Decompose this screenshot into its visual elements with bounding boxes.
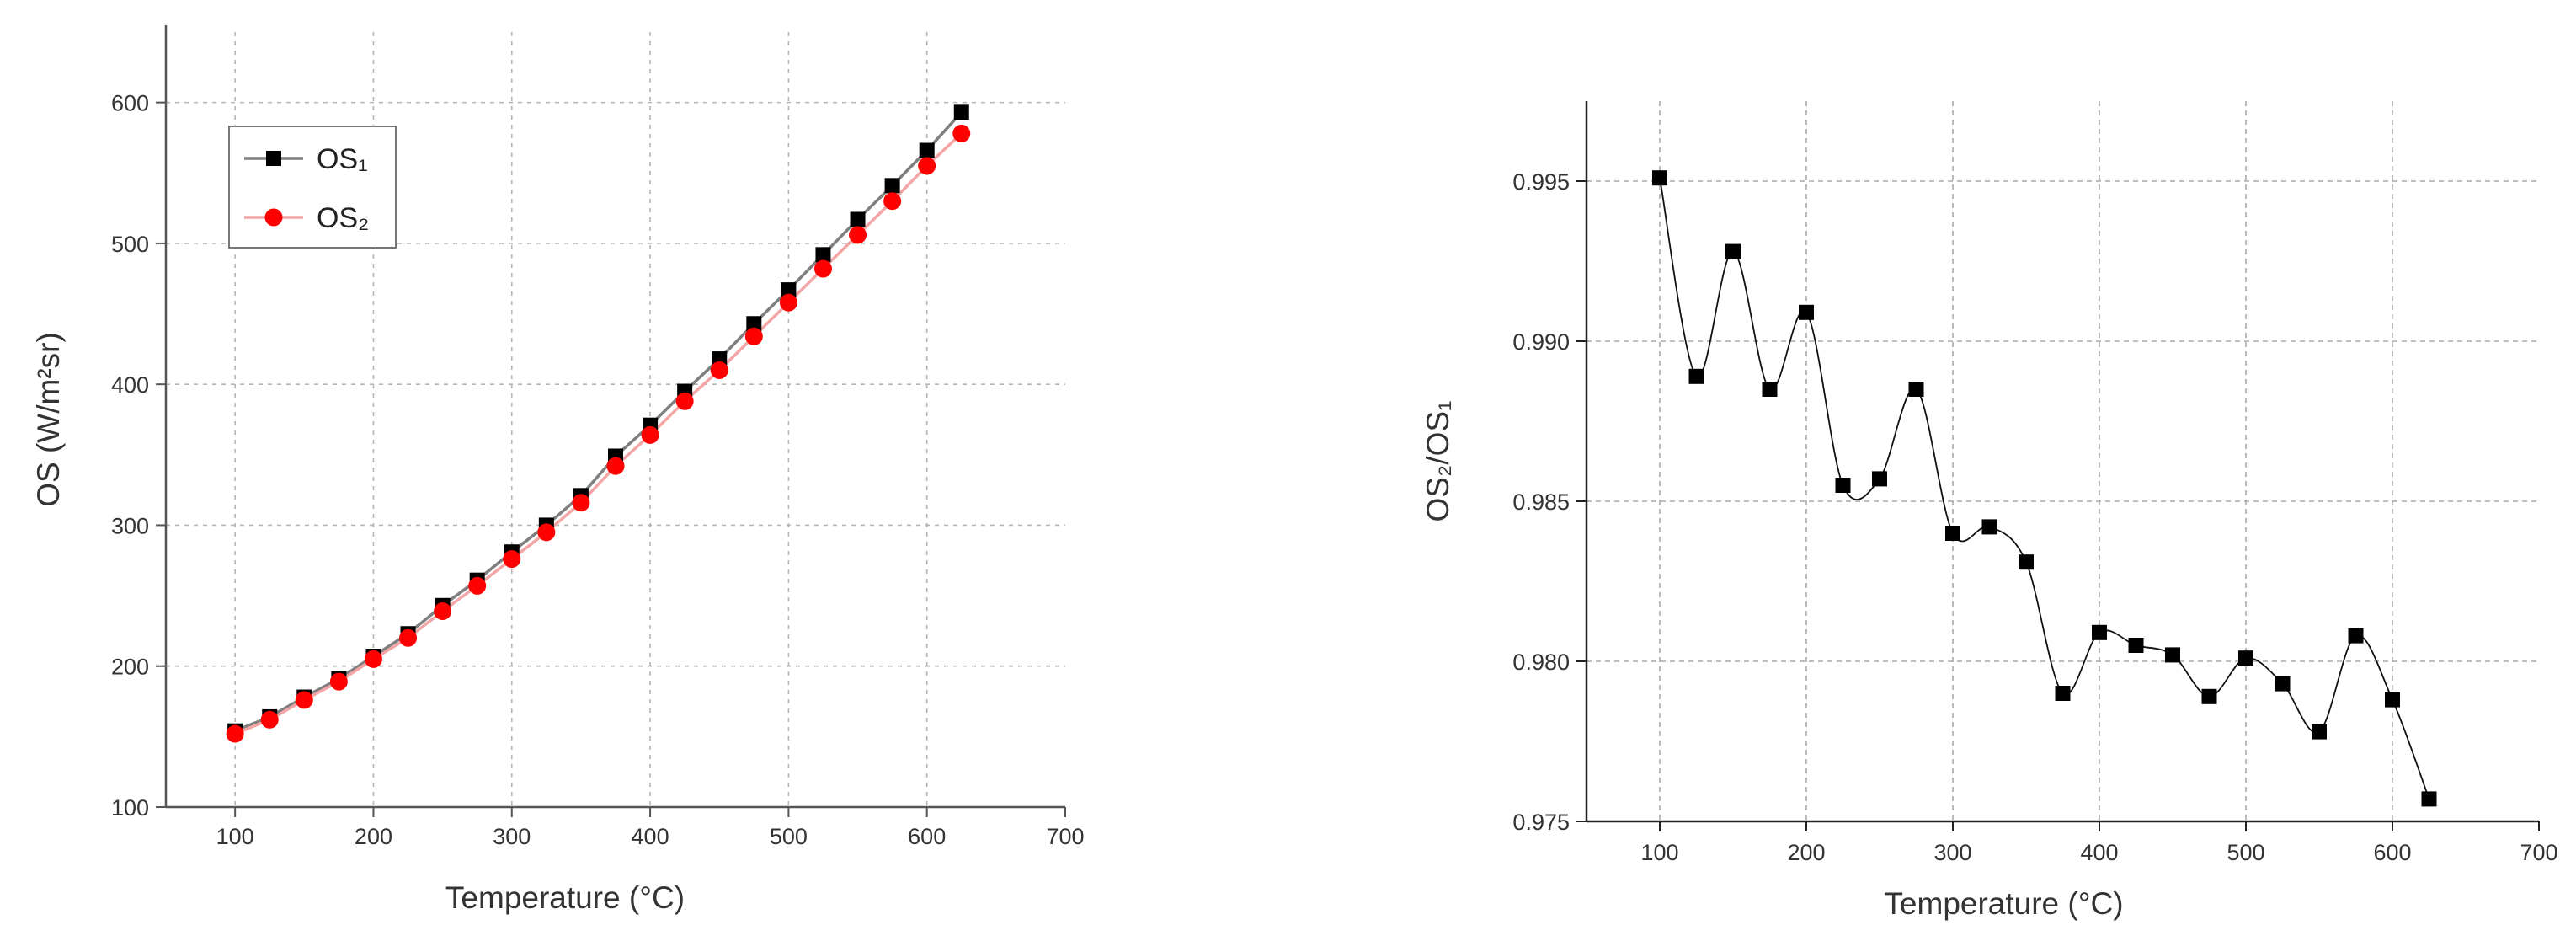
x-tick-label: 600 [2373, 840, 2411, 865]
os-temperature-chart: 100 200 300 400 500 600 700 100 200 300 400 500 600 T… [31, 25, 1085, 915]
series-line-2 [234, 132, 963, 735]
series-1-point [953, 104, 969, 120]
series-2-point [572, 494, 590, 512]
series-2-point [606, 457, 625, 475]
series-2-point [641, 425, 659, 444]
series-2-point [918, 157, 936, 175]
series-point [2055, 686, 2071, 701]
x-tick-label: 200 [1787, 840, 1825, 865]
series-2-point [849, 226, 867, 244]
series-point [2312, 724, 2327, 740]
series-1-point [884, 178, 900, 194]
series-2-point [675, 392, 694, 410]
series-2-point [952, 124, 971, 142]
x-tick-label: 200 [355, 824, 392, 849]
series-2-point [779, 293, 797, 312]
y-tick-label: 200 [111, 655, 149, 680]
legend-label-1: OS₁ [317, 143, 368, 175]
series-point [1762, 382, 1778, 397]
x-axis-title: Temperature (°C) [1884, 886, 2123, 921]
series-point [2421, 791, 2437, 807]
series-point [2275, 676, 2291, 692]
legend-box [228, 126, 397, 249]
x-tick-label: 700 [2520, 840, 2557, 865]
y-axis-title: OS₂/OS₁ [1421, 400, 1455, 521]
y-tick-label: 0.990 [1512, 329, 1570, 355]
series-2-point [295, 691, 313, 709]
series-point [1799, 304, 1814, 320]
series-point [2201, 688, 2217, 704]
legend-label-2: OS₂ [317, 202, 369, 234]
x-axis-title: Temperature (°C) [445, 880, 685, 915]
series-2-point [434, 601, 452, 620]
series-2-point [744, 327, 763, 345]
series-point [2128, 638, 2144, 653]
series-point [1835, 478, 1851, 493]
series-point [2092, 624, 2107, 640]
y-tick-label: 0.985 [1512, 489, 1570, 515]
series-2-point [813, 259, 832, 278]
series-2-point [329, 672, 348, 691]
y-tick-label: 0.995 [1512, 169, 1570, 195]
series-point [1725, 243, 1741, 259]
series-point [2165, 647, 2180, 663]
y-tick-label: 400 [111, 372, 149, 398]
y-tick-label: 500 [111, 232, 149, 257]
x-tick-label: 100 [216, 824, 254, 849]
series-point [2238, 650, 2253, 666]
series-2-point [710, 361, 728, 379]
series-point [2348, 628, 2364, 644]
legend-marker-2 [264, 208, 283, 227]
series-1-point [746, 316, 762, 332]
series-curve [1659, 178, 2430, 799]
series-2-point [399, 628, 418, 647]
x-tick-label: 700 [1046, 824, 1084, 849]
x-tick-label: 500 [770, 824, 808, 849]
y-axis-title: OS (W/m²sr) [31, 332, 66, 507]
y-tick-label: 100 [111, 795, 149, 821]
series-2-point [364, 650, 382, 668]
x-tick-label: 600 [908, 824, 946, 849]
series-1-point [781, 282, 797, 298]
series-point [1652, 170, 1667, 186]
series-point [1688, 368, 1704, 384]
series-1-point [919, 142, 935, 158]
x-tick-label: 300 [1933, 840, 1971, 865]
series-2-point [226, 724, 244, 743]
series-point [1872, 471, 1887, 487]
series-2-point [468, 576, 487, 595]
series-point [1981, 519, 1997, 535]
y-tick-label: 600 [111, 91, 149, 116]
x-tick-label: 500 [2227, 840, 2264, 865]
x-tick-label: 300 [493, 824, 531, 849]
series-point [1945, 526, 1960, 541]
series-point [1908, 382, 1924, 397]
series-point [2019, 554, 2034, 570]
ratio-temperature-chart: 100 200 300 400 500 600 700 0.975 0.980 0.985 0.99… [1421, 101, 2558, 921]
series-2-point [537, 523, 556, 542]
y-tick-label: 0.980 [1512, 650, 1570, 675]
x-tick-label: 100 [1640, 840, 1678, 865]
legend-marker-1 [266, 151, 281, 166]
y-tick-label: 300 [111, 513, 149, 538]
x-tick-label: 400 [632, 824, 669, 849]
series-2-point [503, 550, 521, 569]
series-line-1 [234, 111, 963, 733]
series-1-point [850, 211, 866, 227]
series-point [2385, 692, 2400, 708]
x-tick-label: 400 [2080, 840, 2118, 865]
y-tick-label: 0.975 [1512, 810, 1570, 835]
series-2-point [883, 192, 902, 211]
series-2-point [260, 710, 279, 729]
series-1-point [815, 247, 831, 263]
